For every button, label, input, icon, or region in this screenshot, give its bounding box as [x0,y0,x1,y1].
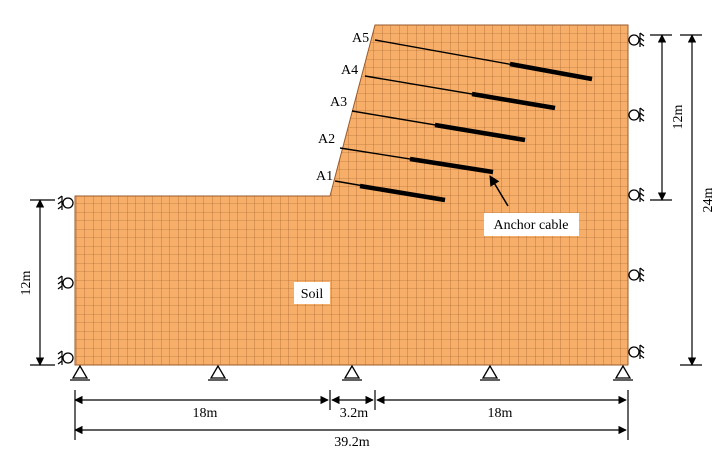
dimension-label: 18m [488,406,513,421]
anchor-label: A3 [330,95,347,110]
callout-label: Anchor cable [493,218,568,233]
dimension-lines [30,34,702,440]
region-label: Soil [301,287,324,302]
callout-box [484,213,579,236]
soil-mesh [74,24,629,366]
anchor-label: A2 [318,132,335,147]
dimension-label: 3.2m [340,406,369,421]
callout-arrow [489,175,509,207]
anchor-label: A5 [352,31,369,46]
dimension-label: 12m [19,270,34,295]
region-box [294,282,330,304]
dimension-label: 39.2m [334,435,370,450]
dimension-label: 12m [671,104,686,129]
anchor-label: A1 [316,169,333,184]
anchor-label: A4 [341,63,358,78]
dimension-label: 24m [701,187,716,212]
dimension-label: 18m [193,406,218,421]
anchor-cables [334,39,593,203]
